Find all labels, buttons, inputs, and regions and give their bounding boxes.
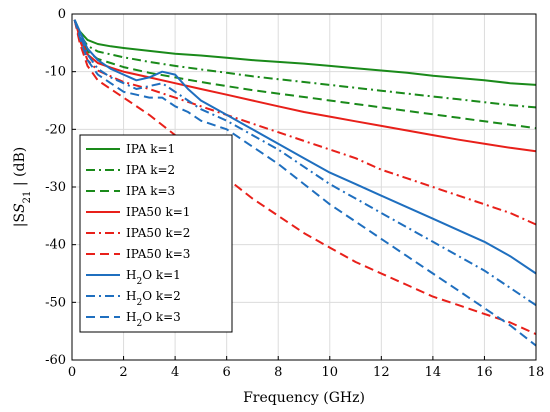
legend-label: IPA k=1 (126, 142, 175, 156)
series-line-3 (73, 19, 537, 130)
x-tick-label: 2 (119, 365, 127, 380)
y-tick-label: -20 (45, 122, 66, 137)
axis-ticks: 0 2 4 6 8 10 12 14 16 18 0 -10 -20 -30 -40 -50 -60 (45, 7, 544, 380)
legend-label: H2O k=3 (126, 310, 181, 329)
series-line-7 (73, 19, 537, 275)
x-tick-label: 0 (68, 365, 76, 380)
x-tick-label: 4 (171, 365, 179, 380)
legend-label: IPA50 k=2 (126, 226, 190, 240)
legend-label: IPA k=2 (126, 163, 175, 177)
x-tick-label: 18 (528, 365, 545, 380)
series-line-4 (73, 19, 537, 153)
y-tick-label: -60 (45, 353, 66, 368)
y-tick-label: -10 (45, 65, 66, 80)
x-tick-label: 6 (223, 365, 231, 380)
legend: IPA k=1 IPA k=2 IPA k=3 IPA50 k=1 IPA50 k=2 I… (79, 134, 233, 333)
x-axis-label: Frequency (GHz) (243, 390, 365, 406)
series-line-8 (73, 19, 537, 307)
legend-label: IPA k=3 (126, 184, 175, 198)
legend-label: H2O k=2 (126, 289, 181, 308)
x-tick-label: 14 (425, 365, 442, 380)
series-line-9 (73, 19, 537, 347)
x-tick-label: 16 (476, 365, 493, 380)
x-tick-label: 10 (322, 365, 339, 380)
series-line-2 (73, 19, 537, 109)
y-tick-label: 0 (58, 7, 66, 22)
legend-label: IPA50 k=1 (126, 205, 190, 219)
series-lines (73, 19, 537, 347)
y-axis-label: |SS21 | (dB) (12, 147, 33, 227)
y-tick-label: -50 (45, 295, 66, 310)
legend-label: H2O k=1 (126, 268, 181, 287)
series-line-1 (73, 19, 537, 86)
series-line-6 (73, 19, 537, 336)
x-tick-label: 12 (373, 365, 390, 380)
y-tick-label: -30 (45, 180, 66, 195)
y-tick-label: -40 (45, 238, 66, 253)
legend-label: IPA50 k=3 (126, 247, 190, 261)
x-tick-label: 8 (274, 365, 282, 380)
